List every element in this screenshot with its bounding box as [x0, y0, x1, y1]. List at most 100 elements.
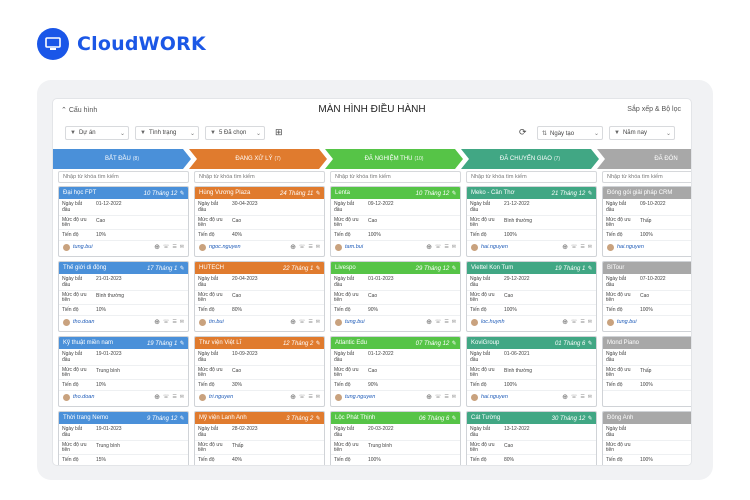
project-card[interactable]: Đóng gói giải pháp CRM Ngày bắt đầu 09-10-…: [602, 186, 691, 257]
project-card[interactable]: Atlantic Edu 07 Tháng 12 ✎ Ngày bắt đầu 01-…: [330, 336, 461, 407]
project-card[interactable]: Lộc Phát Thịnh 06 Tháng 6 ✎ Ngày bắt đầu 20…: [330, 411, 461, 465]
phone-icon[interactable]: ☏: [435, 394, 442, 400]
assignee[interactable]: loc.huynh: [471, 318, 562, 326]
assignee[interactable]: hai.nguyen: [471, 243, 562, 251]
card-title[interactable]: Mỹ viện Lanh Anh: [199, 415, 247, 421]
assignee[interactable]: hai.nguyen: [607, 243, 691, 251]
add-icon[interactable]: ⊕: [290, 244, 297, 251]
project-card[interactable]: Kỹ thuật miền nam 19 Tháng 1 ✎ Ngày bắt đầ…: [58, 336, 189, 407]
stage-3[interactable]: ĐÃ CHUYỂN GIAO (7): [461, 149, 599, 169]
add-icon[interactable]: ⊕: [426, 244, 433, 251]
chat-icon[interactable]: ✉: [179, 244, 184, 250]
phone-icon[interactable]: ☏: [299, 244, 306, 250]
project-card[interactable]: Thư viện Việt Lĩ 12 Tháng 2 ✎ Ngày bắt đầu…: [194, 336, 325, 407]
search-input[interactable]: Nhập từ khóa tìm kiếm: [194, 171, 325, 183]
assignee[interactable]: tin.bui: [199, 318, 290, 326]
assignee[interactable]: hai.nguyen: [471, 393, 562, 401]
stage-0[interactable]: BẮT ĐẦU (8): [53, 149, 191, 169]
add-icon[interactable]: ⊕: [290, 319, 297, 326]
card-title[interactable]: Viettel Kon Tum: [471, 265, 514, 271]
project-card[interactable]: Viettel Kon Tum 19 Tháng 1 ✎ Ngày bắt đầu 2…: [466, 261, 597, 332]
project-filter[interactable]: ▼ Dự án ⌄: [65, 126, 129, 140]
add-icon[interactable]: ⊕: [426, 319, 433, 326]
assignee[interactable]: tho.doan: [63, 318, 154, 326]
task-icon[interactable]: ☰: [308, 319, 313, 325]
chat-icon[interactable]: ✉: [315, 244, 320, 250]
project-card[interactable]: BITour Ngày bắt đầu 07-10-2022 Mức độ ưu ti…: [602, 261, 691, 332]
phone-icon[interactable]: ☏: [571, 319, 578, 325]
chat-icon[interactable]: ✉: [587, 244, 592, 250]
add-icon[interactable]: ⊕: [562, 244, 569, 251]
task-icon[interactable]: ☰: [580, 319, 585, 325]
card-title[interactable]: HUTECH: [199, 265, 224, 271]
chat-icon[interactable]: ✉: [179, 319, 184, 325]
task-icon[interactable]: ☰: [444, 394, 449, 400]
task-icon[interactable]: ☰: [172, 319, 177, 325]
card-title[interactable]: Thời trang Nemo: [63, 415, 109, 421]
refresh-icon[interactable]: ⟳: [519, 127, 527, 137]
card-title[interactable]: Đại học FPT: [63, 190, 97, 196]
project-card[interactable]: Hùng Vương Plaza 24 Tháng 11 ✎ Ngày bắt đầ…: [194, 186, 325, 257]
card-title[interactable]: KoviGroup: [471, 340, 500, 346]
add-icon[interactable]: ⊕: [154, 319, 161, 326]
assignee[interactable]: tung.nguyen: [335, 393, 426, 401]
task-icon[interactable]: ☰: [172, 394, 177, 400]
chat-icon[interactable]: ✉: [587, 394, 592, 400]
sort-filter-button[interactable]: Sắp xếp & Bộ lọc: [627, 106, 681, 113]
card-title[interactable]: Cát Tường: [471, 415, 501, 421]
project-card[interactable]: Thời trang Nemo 9 Tháng 12 ✎ Ngày bắt đầu 1…: [58, 411, 189, 465]
stage-1[interactable]: ĐANG XỬ LÝ (7): [189, 149, 327, 169]
task-icon[interactable]: ☰: [172, 244, 177, 250]
project-card[interactable]: Mỹ viện Lanh Anh 3 Tháng 2 ✎ Ngày bắt đầu 2…: [194, 411, 325, 465]
task-icon[interactable]: ☰: [308, 394, 313, 400]
project-card[interactable]: Đông Anh Ngày bắt đầu Mức độ ưu tiên Tiến đ…: [602, 411, 691, 465]
created-date-filter[interactable]: ⇅ Ngày tạo ⌄: [537, 126, 603, 140]
phone-icon[interactable]: ☏: [435, 319, 442, 325]
search-input[interactable]: Nhập từ khóa tìm kiếm: [330, 171, 461, 183]
task-icon[interactable]: ☰: [308, 244, 313, 250]
assignee[interactable]: tri.nguyen: [199, 393, 290, 401]
phone-icon[interactable]: ☏: [163, 319, 170, 325]
card-title[interactable]: Atlantic Edu: [335, 340, 368, 346]
chat-icon[interactable]: ✉: [315, 394, 320, 400]
card-title[interactable]: Mond Piano: [607, 340, 640, 346]
project-card[interactable]: HUTECH 22 Tháng 1 ✎ Ngày bắt đầu 20-04-2023…: [194, 261, 325, 332]
project-card[interactable]: KoviGroup 01 Tháng 6 ✎ Ngày bắt đầu 01-06-2…: [466, 336, 597, 407]
card-title[interactable]: Hùng Vương Plaza: [199, 190, 251, 196]
assignee[interactable]: tung.bui: [63, 243, 154, 251]
assignee[interactable]: tung.bui: [335, 318, 426, 326]
phone-icon[interactable]: ☏: [435, 244, 442, 250]
assignee[interactable]: tung.bui: [607, 318, 691, 326]
project-card[interactable]: Thế giới di động 17 Tháng 1 ✎ Ngày bắt đầu…: [58, 261, 189, 332]
chat-icon[interactable]: ✉: [451, 394, 456, 400]
task-icon[interactable]: ☰: [444, 244, 449, 250]
add-icon[interactable]: ⊕: [426, 394, 433, 401]
project-card[interactable]: Livespo 29 Tháng 12 ✎ Ngày bắt đầu 01-01-20…: [330, 261, 461, 332]
card-title[interactable]: Thư viện Việt Lĩ: [199, 340, 242, 346]
search-input[interactable]: Nhập từ khóa tìm kiếm: [602, 171, 691, 183]
project-card[interactable]: Meko - Cần Thơ 21 Tháng 12 ✎ Ngày bắt đầu 2…: [466, 186, 597, 257]
task-icon[interactable]: ☰: [444, 319, 449, 325]
project-card[interactable]: Cát Tường 30 Tháng 12 ✎ Ngày bắt đầu 13-12-…: [466, 411, 597, 465]
add-icon[interactable]: ⊕: [562, 319, 569, 326]
add-icon[interactable]: ⊕: [154, 244, 161, 251]
search-input[interactable]: Nhập từ khóa tìm kiếm: [466, 171, 597, 183]
card-title[interactable]: Meko - Cần Thơ: [471, 190, 515, 196]
year-filter[interactable]: ▼ Năm nay ⌄: [609, 126, 675, 140]
chat-icon[interactable]: ✉: [451, 319, 456, 325]
chat-icon[interactable]: ✉: [451, 244, 456, 250]
task-icon[interactable]: ☰: [580, 244, 585, 250]
phone-icon[interactable]: ☏: [299, 319, 306, 325]
card-title[interactable]: Lenta: [335, 190, 351, 196]
config-button[interactable]: ⌃ Cấu hình: [61, 107, 98, 114]
stage-4[interactable]: ĐÃ ĐÓN: [597, 149, 692, 169]
phone-icon[interactable]: ☏: [163, 394, 170, 400]
phone-icon[interactable]: ☏: [163, 244, 170, 250]
chat-icon[interactable]: ✉: [179, 394, 184, 400]
project-card[interactable]: Lenta 10 Tháng 12 ✎ Ngày bắt đầu 09-12-2022…: [330, 186, 461, 257]
project-card[interactable]: Mond Piano Ngày bắt đầu Mức độ ưu tiên Thấp…: [602, 336, 691, 407]
card-title[interactable]: Đông Anh: [607, 415, 634, 421]
stage-2[interactable]: ĐÃ NGHIỆM THU (10): [325, 149, 463, 169]
status-filter[interactable]: ▼ Tình trạng ⌄: [135, 126, 199, 140]
assignee[interactable]: ngoc.nguyen: [199, 243, 290, 251]
